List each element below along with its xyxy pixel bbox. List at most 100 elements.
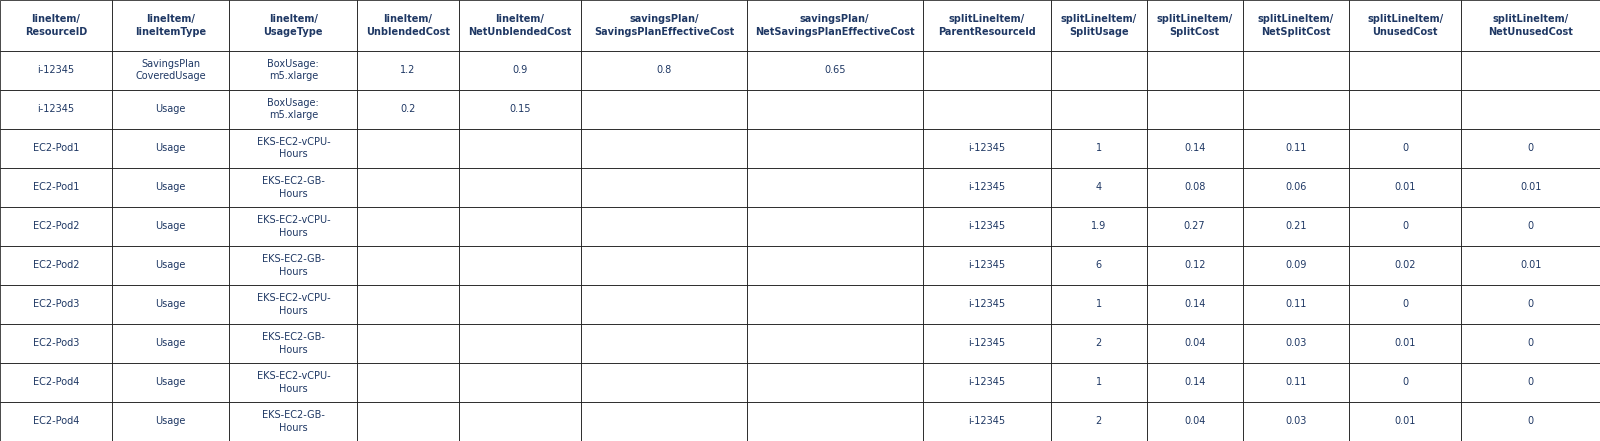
Bar xyxy=(0,0,112,51)
Bar xyxy=(459,285,581,324)
Bar xyxy=(1349,246,1461,285)
Text: Usage: Usage xyxy=(155,299,186,310)
Text: EC2-Pod1: EC2-Pod1 xyxy=(34,182,78,192)
Bar xyxy=(923,129,1051,168)
Bar xyxy=(1461,207,1600,246)
Bar xyxy=(112,168,229,207)
Bar xyxy=(0,207,112,246)
Text: EC2-Pod1: EC2-Pod1 xyxy=(34,143,78,153)
Text: EKS-EC2-vCPU-
Hours: EKS-EC2-vCPU- Hours xyxy=(256,293,330,316)
Bar xyxy=(1243,129,1349,168)
Bar xyxy=(1051,0,1147,51)
Bar xyxy=(747,207,923,246)
Bar xyxy=(581,324,747,363)
Text: 0.11: 0.11 xyxy=(1285,377,1307,388)
Bar xyxy=(229,324,357,363)
Text: 6: 6 xyxy=(1096,260,1102,270)
Bar xyxy=(747,285,923,324)
Bar xyxy=(923,363,1051,402)
Bar xyxy=(229,246,357,285)
Text: i-12345: i-12345 xyxy=(37,65,75,75)
Bar xyxy=(923,207,1051,246)
Bar xyxy=(0,363,112,402)
Text: 0.15: 0.15 xyxy=(509,104,531,114)
Text: Usage: Usage xyxy=(155,260,186,270)
Bar xyxy=(581,402,747,441)
Text: 0.8: 0.8 xyxy=(656,65,672,75)
Bar xyxy=(357,90,459,129)
Bar xyxy=(459,402,581,441)
Bar xyxy=(1051,51,1147,90)
Bar xyxy=(1147,324,1243,363)
Bar xyxy=(1461,246,1600,285)
Bar xyxy=(459,90,581,129)
Bar xyxy=(229,168,357,207)
Bar xyxy=(1243,363,1349,402)
Text: EKS-EC2-GB-
Hours: EKS-EC2-GB- Hours xyxy=(262,410,325,433)
Bar xyxy=(1243,207,1349,246)
Text: 2: 2 xyxy=(1096,338,1102,348)
Text: BoxUsage:
m5.xlarge: BoxUsage: m5.xlarge xyxy=(267,98,320,120)
Bar xyxy=(357,246,459,285)
Bar xyxy=(1243,90,1349,129)
Bar xyxy=(0,168,112,207)
Text: 0.03: 0.03 xyxy=(1285,338,1307,348)
Bar xyxy=(747,168,923,207)
Text: 0.14: 0.14 xyxy=(1184,299,1205,310)
Bar xyxy=(1147,90,1243,129)
Text: 0: 0 xyxy=(1528,338,1534,348)
Text: 1: 1 xyxy=(1096,143,1102,153)
Text: 0.06: 0.06 xyxy=(1285,182,1307,192)
Bar xyxy=(1243,0,1349,51)
Bar xyxy=(1147,207,1243,246)
Bar xyxy=(0,51,112,90)
Bar xyxy=(1051,168,1147,207)
Bar xyxy=(1243,51,1349,90)
Text: lineItem/
NetUnblendedCost: lineItem/ NetUnblendedCost xyxy=(469,14,571,37)
Text: 0.27: 0.27 xyxy=(1184,221,1205,232)
Bar xyxy=(459,324,581,363)
Text: 0: 0 xyxy=(1528,377,1534,388)
Bar xyxy=(357,0,459,51)
Text: 0: 0 xyxy=(1528,143,1534,153)
Text: EKS-EC2-GB-
Hours: EKS-EC2-GB- Hours xyxy=(262,332,325,355)
Bar xyxy=(1349,0,1461,51)
Text: Usage: Usage xyxy=(155,143,186,153)
Text: EKS-EC2-vCPU-
Hours: EKS-EC2-vCPU- Hours xyxy=(256,215,330,238)
Bar xyxy=(1147,363,1243,402)
Bar xyxy=(0,324,112,363)
Bar xyxy=(1461,324,1600,363)
Bar xyxy=(357,207,459,246)
Bar xyxy=(1051,324,1147,363)
Text: 0.14: 0.14 xyxy=(1184,143,1205,153)
Bar xyxy=(1243,168,1349,207)
Bar xyxy=(229,285,357,324)
Bar xyxy=(1243,324,1349,363)
Text: 0.2: 0.2 xyxy=(400,104,416,114)
Bar xyxy=(923,168,1051,207)
Text: EC2-Pod3: EC2-Pod3 xyxy=(34,338,78,348)
Bar xyxy=(1461,129,1600,168)
Text: EC2-Pod4: EC2-Pod4 xyxy=(34,416,78,426)
Bar xyxy=(357,51,459,90)
Text: 2: 2 xyxy=(1096,416,1102,426)
Bar xyxy=(1349,402,1461,441)
Text: 0: 0 xyxy=(1528,221,1534,232)
Bar xyxy=(229,363,357,402)
Text: 0.11: 0.11 xyxy=(1285,299,1307,310)
Text: i-12345: i-12345 xyxy=(968,377,1005,388)
Text: lineItem/
UsageType: lineItem/ UsageType xyxy=(264,14,323,37)
Text: 0: 0 xyxy=(1402,299,1408,310)
Bar xyxy=(747,90,923,129)
Text: 0.01: 0.01 xyxy=(1520,182,1541,192)
Text: lineItem/
UnblendedCost: lineItem/ UnblendedCost xyxy=(366,14,450,37)
Text: i-12345: i-12345 xyxy=(968,338,1005,348)
Bar xyxy=(1051,363,1147,402)
Bar xyxy=(1147,246,1243,285)
Bar xyxy=(1051,129,1147,168)
Bar xyxy=(112,402,229,441)
Bar xyxy=(229,129,357,168)
Bar xyxy=(1243,246,1349,285)
Bar xyxy=(1461,90,1600,129)
Text: EC2-Pod2: EC2-Pod2 xyxy=(32,260,80,270)
